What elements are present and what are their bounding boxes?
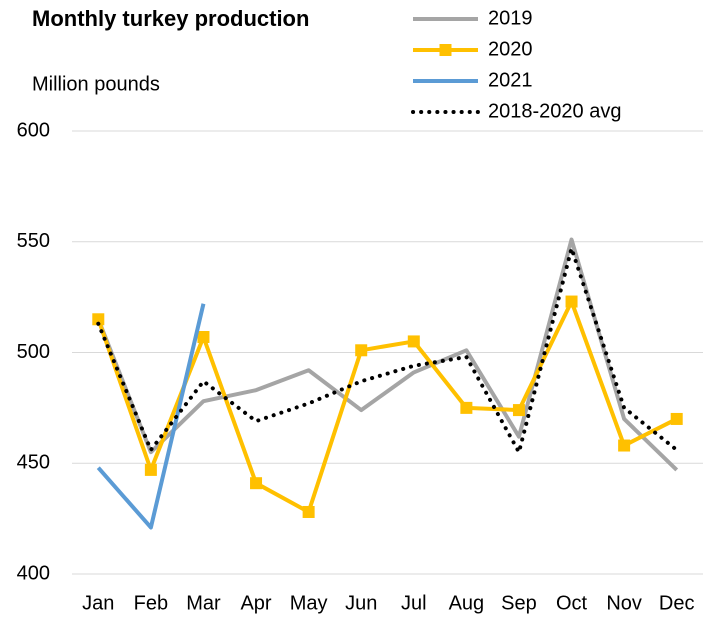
marker bbox=[355, 344, 368, 357]
marker bbox=[460, 401, 473, 414]
y-axis-label: Million pounds bbox=[32, 73, 160, 95]
x-tick-label: Mar bbox=[186, 592, 221, 614]
legend-label: 2018-2020 avg bbox=[488, 100, 621, 122]
x-tick-label: Apr bbox=[240, 592, 271, 614]
x-tick-label: May bbox=[290, 592, 328, 614]
marker bbox=[92, 313, 105, 326]
y-tick-label: 400 bbox=[17, 562, 50, 584]
legend-label: 2020 bbox=[488, 38, 533, 60]
x-tick-label: Jan bbox=[82, 592, 114, 614]
x-tick-label: Oct bbox=[556, 592, 588, 614]
marker bbox=[144, 463, 157, 476]
y-tick-label: 450 bbox=[17, 452, 50, 474]
x-tick-label: Feb bbox=[134, 592, 168, 614]
marker bbox=[512, 404, 525, 417]
series-line bbox=[96, 303, 206, 530]
marker bbox=[197, 330, 210, 343]
marker bbox=[618, 439, 631, 452]
x-tick-label: Nov bbox=[606, 592, 642, 614]
marker bbox=[670, 412, 683, 425]
legend-marker bbox=[439, 44, 452, 56]
x-tick-label: Aug bbox=[449, 592, 485, 614]
legend-label: 2019 bbox=[488, 7, 533, 29]
y-tick-label: 550 bbox=[17, 230, 50, 252]
marker bbox=[407, 335, 420, 348]
marker bbox=[250, 477, 263, 490]
chart-title: Monthly turkey production bbox=[32, 6, 309, 31]
y-tick-label: 500 bbox=[17, 341, 50, 363]
legend-label: 2021 bbox=[488, 69, 533, 91]
x-tick-label: Dec bbox=[659, 592, 695, 614]
marker bbox=[302, 505, 315, 518]
series-line bbox=[96, 299, 678, 514]
series-line bbox=[96, 241, 679, 458]
x-tick-label: Jun bbox=[345, 592, 377, 614]
y-tick-label: 600 bbox=[17, 119, 50, 141]
x-tick-label: Jul bbox=[401, 592, 427, 614]
x-tick-label: Sep bbox=[501, 592, 537, 614]
series-line bbox=[96, 237, 679, 472]
marker bbox=[565, 295, 578, 308]
